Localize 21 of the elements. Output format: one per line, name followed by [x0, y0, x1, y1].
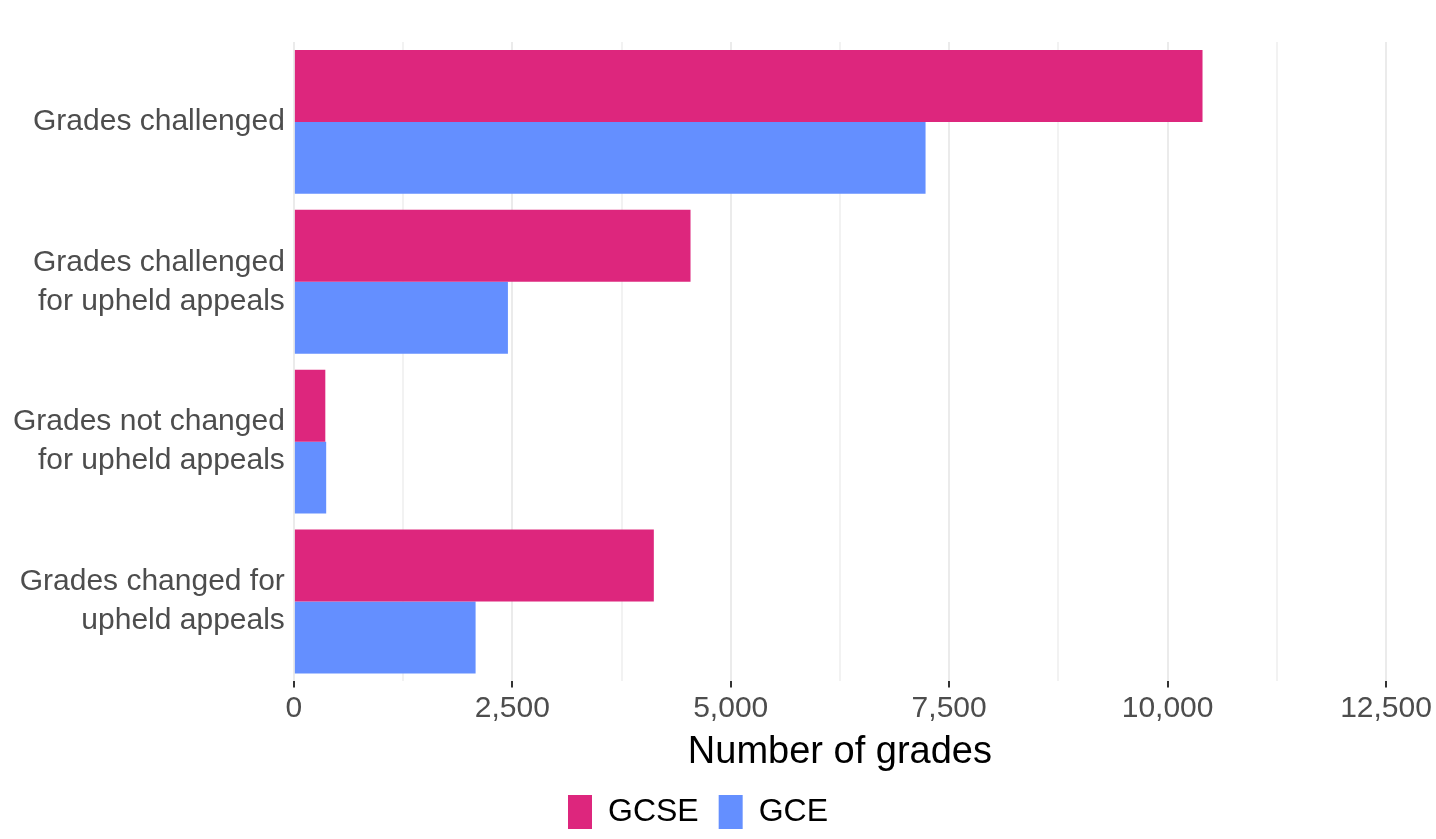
bar [294, 441, 327, 514]
y-tick-label: Grades not changed for upheld appeals [12, 403, 285, 476]
x-axis-title: Number of grades [687, 728, 993, 771]
x-tick-label: 0 [285, 689, 303, 723]
x-tick-label: 7,500 [911, 689, 987, 723]
y-tick-label: Grades challenged for upheld appeals [33, 243, 285, 316]
bar [294, 281, 508, 354]
x-tick-label: 5,000 [693, 689, 769, 723]
bar [294, 121, 926, 194]
bar [294, 369, 326, 442]
bar [294, 49, 1203, 122]
y-tick-label: Grades changed for upheld appeals [19, 563, 285, 636]
y-tick-label: Grades challenged [33, 103, 285, 137]
legend-label: GCSE [607, 791, 699, 828]
bar [294, 529, 654, 602]
legend-label: GCE [758, 791, 829, 828]
bar [294, 601, 476, 674]
x-tick-label: 10,000 [1121, 689, 1214, 723]
x-tick-label: 2,500 [474, 689, 550, 723]
bar [294, 209, 691, 282]
x-tick-label: 12,500 [1340, 689, 1432, 723]
